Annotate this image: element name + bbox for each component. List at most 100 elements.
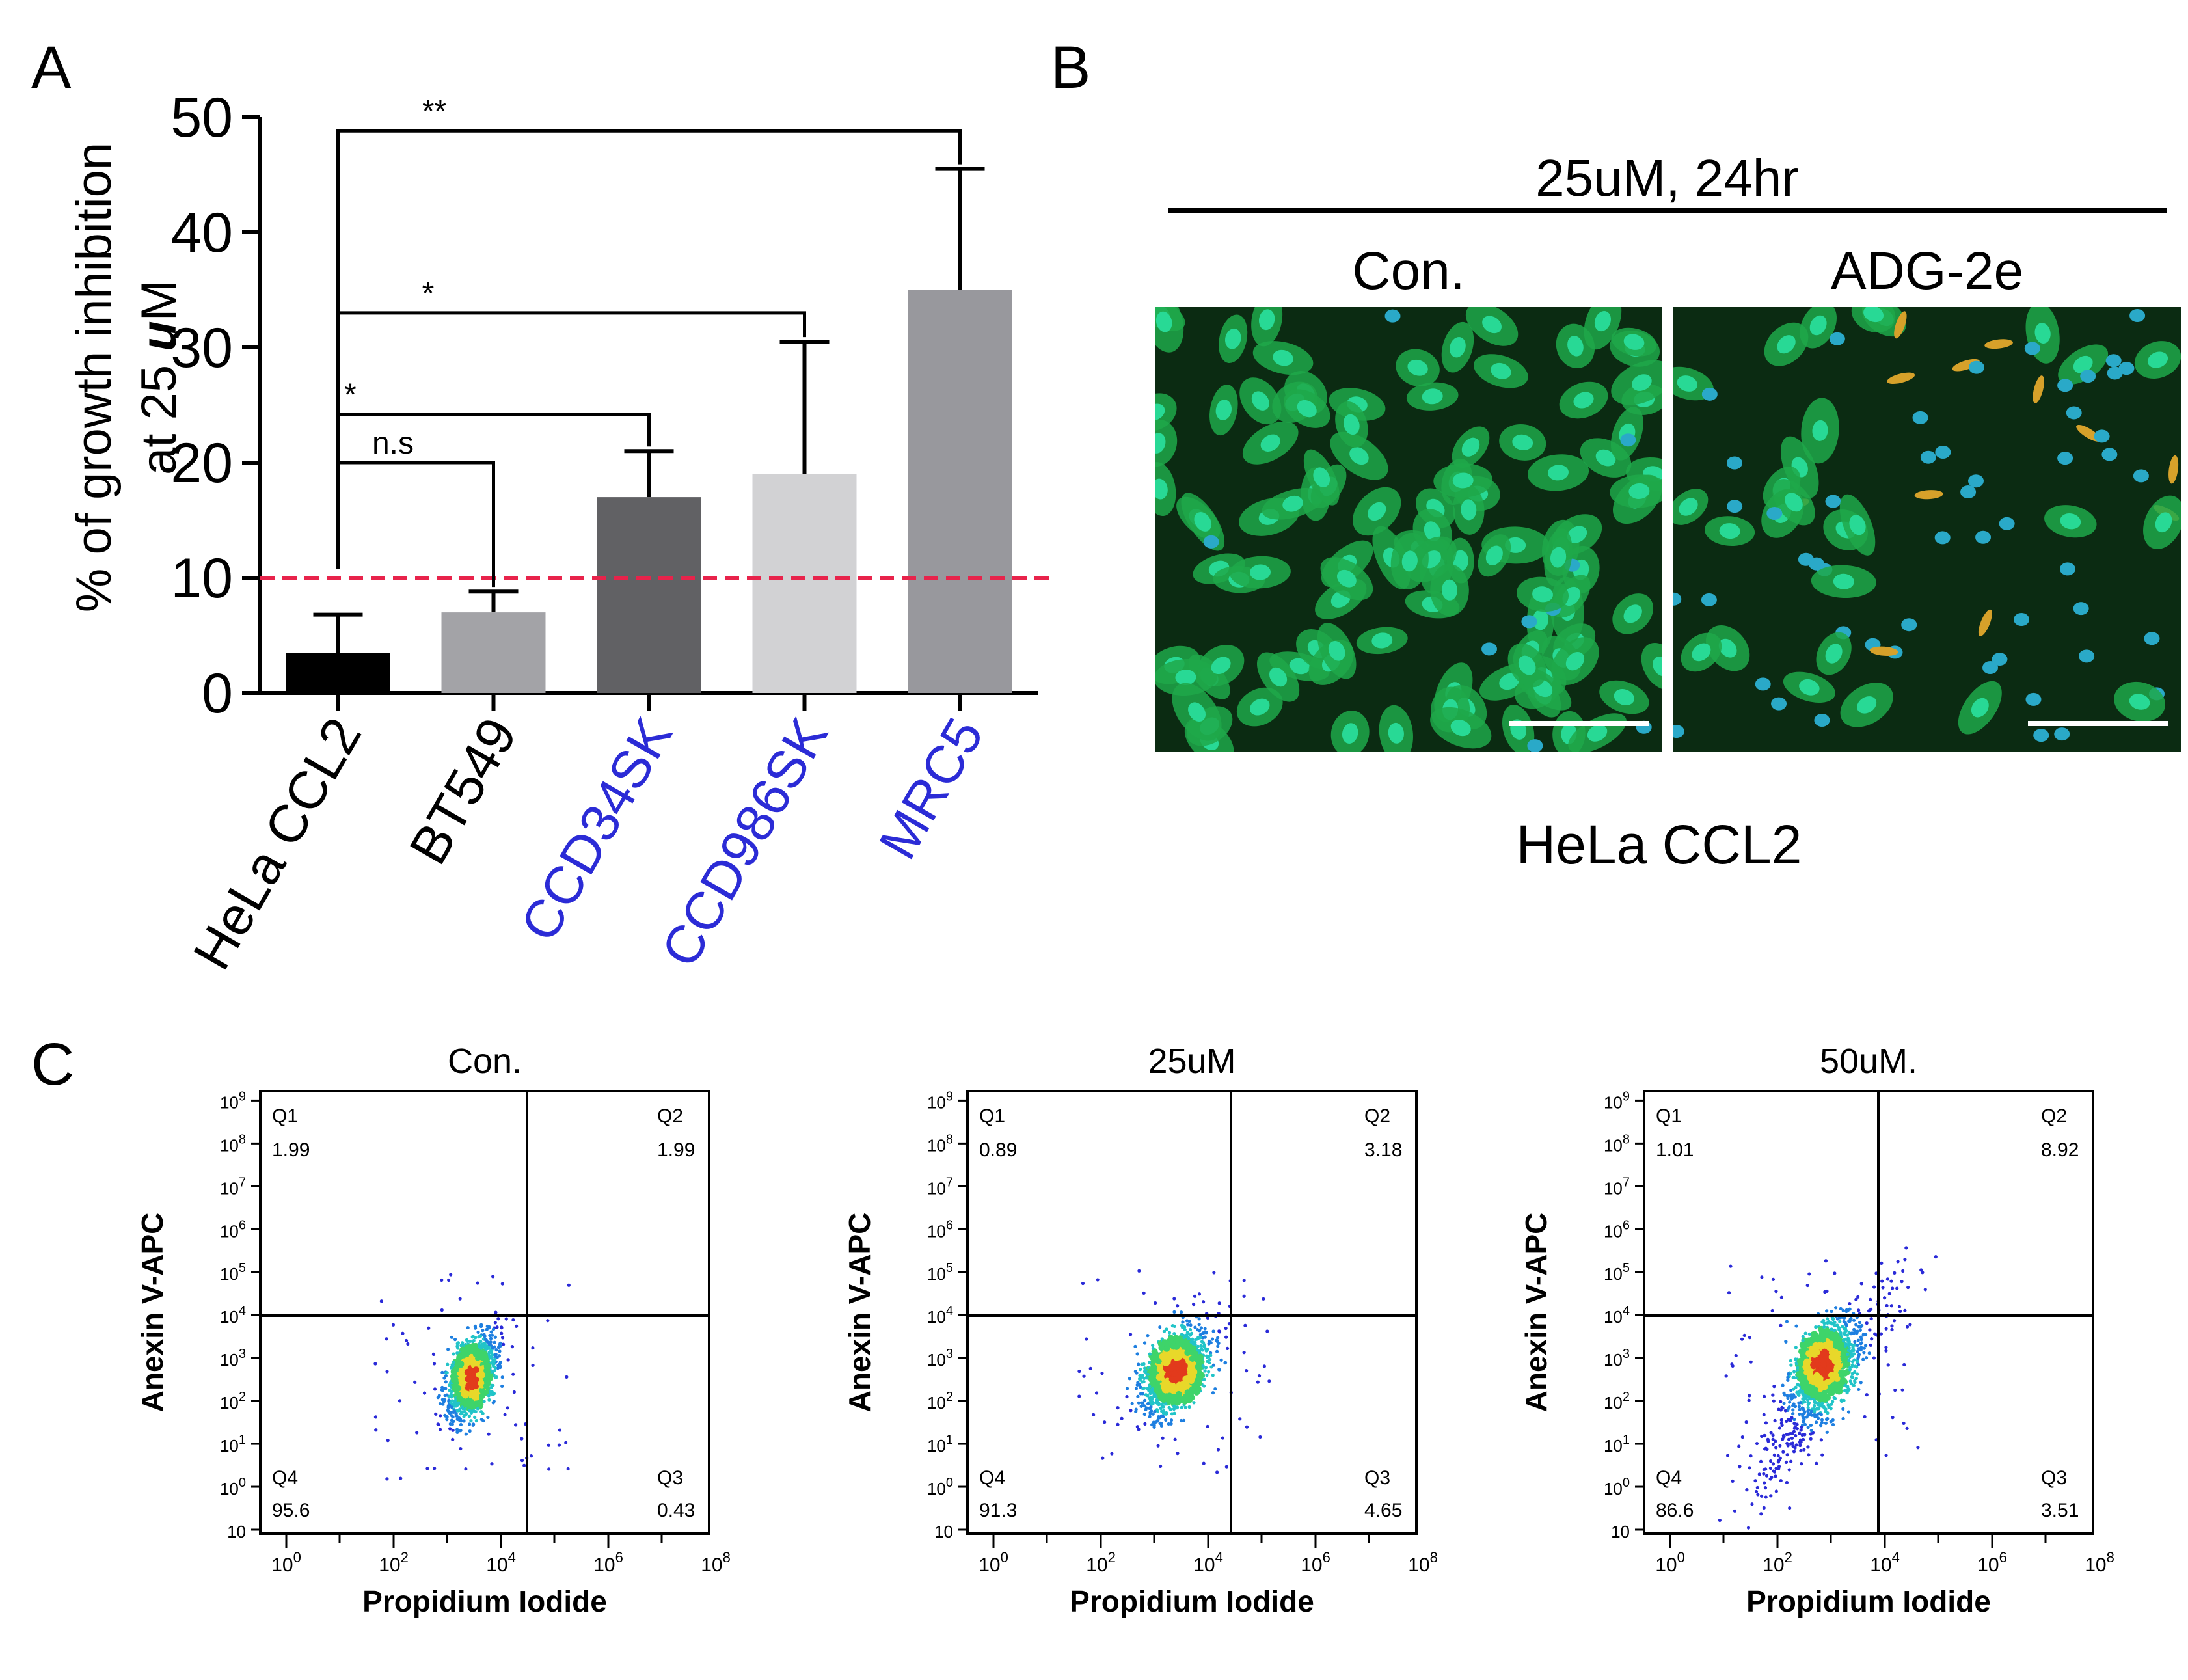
y-axis-label: Anexin V-APC [135, 1213, 169, 1413]
cell-nucleus [1521, 615, 1537, 629]
flow-event [496, 1317, 500, 1321]
cell-nucleus [1491, 362, 1511, 379]
quadrant-value-q4: 95.6 [272, 1500, 310, 1521]
flow-event [1802, 1420, 1805, 1424]
cell-nucleus [1992, 653, 2008, 666]
flow-event [487, 1352, 491, 1356]
flow-event [1764, 1421, 1768, 1425]
flow-event [1165, 1327, 1168, 1331]
flow-event [1828, 1353, 1835, 1361]
flow-event [1780, 1423, 1784, 1428]
flow-event [1172, 1331, 1176, 1336]
flow-event [1835, 1317, 1840, 1321]
cell-nucleus [1155, 478, 1168, 500]
flow-event [1792, 1422, 1796, 1426]
y-tick-label: 107 [927, 1175, 953, 1198]
flow-event [1852, 1358, 1856, 1362]
flow-event [487, 1398, 491, 1402]
flow-event [1836, 1388, 1843, 1395]
flow-event [1895, 1286, 1899, 1290]
flow-event [479, 1324, 483, 1329]
treated-cells [1673, 307, 2181, 742]
flow-event [491, 1346, 494, 1349]
flow-event [1798, 1443, 1802, 1448]
flow-event [1795, 1390, 1799, 1394]
flow-event [1183, 1327, 1187, 1332]
flow-event [1749, 1454, 1753, 1458]
flow-event [468, 1381, 475, 1388]
flow-event [1802, 1378, 1809, 1385]
flow-event [1173, 1437, 1177, 1441]
flow-event [1832, 1328, 1837, 1333]
flow-event [1865, 1393, 1869, 1397]
flow-event [1187, 1366, 1194, 1374]
flow-event [483, 1338, 487, 1342]
cell-nucleus [2094, 429, 2110, 443]
cell-nucleus [1799, 679, 1820, 696]
flow-event [459, 1417, 463, 1422]
flow-event [494, 1310, 498, 1314]
flow-event [1243, 1323, 1247, 1327]
flow-event [1771, 1393, 1775, 1397]
flow-event [1868, 1328, 1872, 1332]
flow-event [1157, 1415, 1161, 1419]
x-tick-label: 104 [1870, 1549, 1900, 1576]
flow-event [1806, 1425, 1810, 1429]
x-tick-label: 108 [2085, 1549, 2114, 1576]
flow-event [1809, 1437, 1813, 1441]
flow-event [1792, 1429, 1796, 1433]
flow-event [1814, 1325, 1818, 1329]
panel-label-a: A [31, 34, 72, 101]
flow-event [1809, 1429, 1813, 1433]
flow-event [374, 1428, 378, 1432]
flow-event [1159, 1424, 1163, 1428]
flow-event [1846, 1410, 1851, 1414]
cell-nucleus [1442, 579, 1458, 601]
flow-event [1848, 1379, 1852, 1383]
flow-event [489, 1336, 493, 1340]
flow-event [487, 1342, 492, 1346]
flow-event [1203, 1327, 1207, 1331]
flow-event [466, 1325, 470, 1330]
flow-event [1188, 1327, 1193, 1332]
flow-event [1794, 1362, 1798, 1366]
flow-event [1201, 1300, 1206, 1304]
flow-event [1849, 1316, 1853, 1320]
flow-event [487, 1325, 491, 1329]
flow-event [1780, 1405, 1784, 1409]
flow-event [472, 1422, 476, 1426]
flow-event [1790, 1416, 1794, 1420]
y-tick-label: 106 [927, 1218, 953, 1241]
flow-event [493, 1368, 497, 1373]
flow-event [1092, 1413, 1096, 1417]
y-tick-label: 106 [220, 1218, 246, 1241]
y-tick-label: 105 [1604, 1261, 1630, 1284]
flow-event [1801, 1393, 1805, 1397]
flow-event [1258, 1435, 1262, 1439]
flow-event [522, 1463, 526, 1467]
flow-event [379, 1299, 383, 1303]
flow-event [1905, 1426, 1909, 1430]
flow-event [1183, 1394, 1191, 1402]
cell-nucleus [1224, 328, 1241, 349]
flow-event [1164, 1418, 1168, 1422]
flow-event [461, 1349, 468, 1356]
flow-event [476, 1407, 480, 1411]
flow-event [1797, 1393, 1801, 1397]
flow-event [1769, 1494, 1773, 1498]
flow-event [447, 1398, 451, 1402]
cell-nucleus [1673, 725, 1684, 738]
flow-event [1200, 1348, 1205, 1352]
flow-event [1755, 1441, 1759, 1446]
flow-event [1150, 1396, 1154, 1400]
x-tick-label: 100 [271, 1549, 301, 1576]
flow-event [459, 1429, 463, 1433]
flow-event [1807, 1272, 1811, 1276]
flow-event [1800, 1425, 1804, 1429]
flow-event [1762, 1467, 1766, 1472]
flow-event [373, 1415, 378, 1419]
y-tick-label: 109 [927, 1089, 953, 1112]
flow-event [1238, 1417, 1242, 1421]
flow-event [1820, 1453, 1824, 1457]
cell-nucleus [1260, 434, 1280, 452]
